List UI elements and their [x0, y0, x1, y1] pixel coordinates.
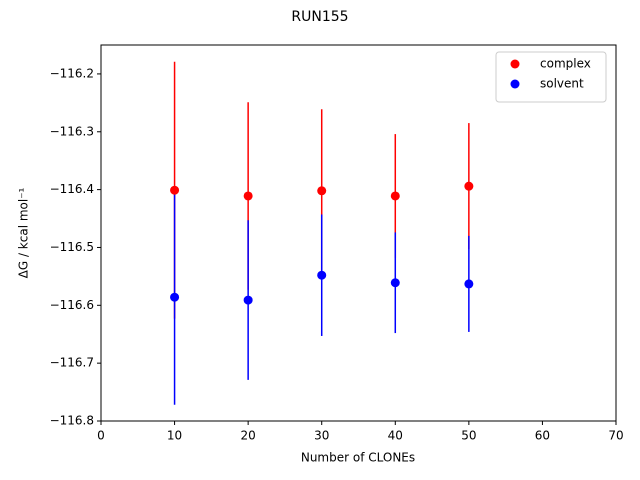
x-tick-label: 10 — [167, 429, 182, 443]
plot-area — [100, 44, 617, 422]
y-tick-label: −116.3 — [50, 124, 94, 138]
x-axis-label: Number of CLONEs — [301, 451, 415, 465]
point — [390, 191, 400, 201]
legend-label: complex — [540, 57, 591, 71]
y-tick-label: −116.8 — [50, 414, 94, 428]
x-tick-label: 50 — [461, 429, 476, 443]
legend-label: solvent — [540, 77, 584, 91]
x-tick-label: 60 — [535, 429, 550, 443]
point — [317, 270, 327, 280]
point — [464, 181, 474, 191]
point — [243, 295, 253, 305]
legend-box — [495, 51, 607, 103]
legend-marker — [510, 79, 520, 89]
x-tick-label: 0 — [97, 429, 105, 443]
legend-marker — [510, 59, 520, 69]
y-tick-label: −116.2 — [50, 66, 94, 80]
point — [170, 185, 180, 195]
point — [390, 278, 400, 288]
point — [170, 292, 180, 302]
x-tick-label: 40 — [388, 429, 403, 443]
y-axis-label: ΔG / kcal mol⁻¹ — [17, 187, 31, 278]
x-tick-label: 30 — [314, 429, 329, 443]
x-tick-label: 70 — [608, 429, 623, 443]
chart-title: RUN155 — [291, 9, 348, 25]
point — [464, 279, 474, 289]
x-tick-label: 20 — [241, 429, 256, 443]
y-tick-label: −116.5 — [50, 240, 94, 254]
point — [317, 186, 327, 196]
y-tick-label: −116.6 — [50, 298, 94, 312]
y-tick-label: −116.4 — [50, 182, 94, 196]
y-tick-label: −116.7 — [50, 356, 94, 370]
point — [243, 191, 253, 201]
